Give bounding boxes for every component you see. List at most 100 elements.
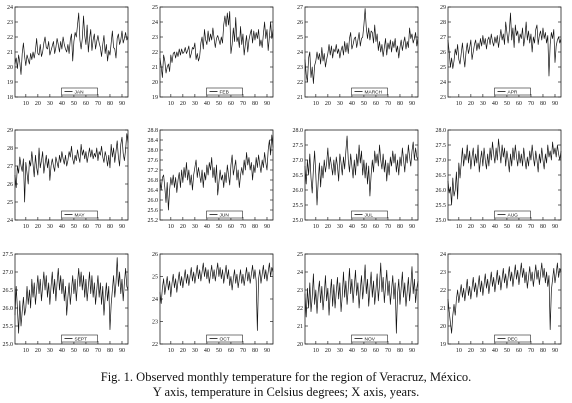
x-tick-label-sept: 10 xyxy=(23,348,29,354)
x-tick-label-jan: 80 xyxy=(107,101,113,107)
x-tick-label-apr: 90 xyxy=(552,101,558,107)
y-tick-label-jun: 27.6 xyxy=(148,158,159,164)
y-tick-label-jan: 23 xyxy=(7,20,13,26)
y-tick-label-may: 27 xyxy=(7,164,13,170)
y-tick-label-dec: 20 xyxy=(440,324,446,330)
legend-box-march xyxy=(351,87,388,96)
x-tick-label-oct: 30 xyxy=(192,348,198,354)
x-tick-label-apr: 20 xyxy=(468,101,474,107)
x-tick-label-aug: 80 xyxy=(540,224,546,230)
series-line-feb xyxy=(159,11,274,78)
chart-panel-dec: 19 20 21 22 23 24 10 20 30 40 50 60 70 80 90 DEC xyxy=(440,252,562,354)
series-line-jan xyxy=(14,12,129,75)
x-tick-label-may: 40 xyxy=(59,224,65,230)
y-tick-label-sept: 25.5 xyxy=(3,324,14,330)
x-tick-label-jan: 20 xyxy=(35,101,41,107)
chart-panel-feb: 19 20 21 22 23 24 25 10 20 30 40 50 60 70 80 90 FEB xyxy=(152,5,274,107)
x-tick-label-sept: 80 xyxy=(107,348,113,354)
series-line-nov xyxy=(304,262,419,334)
y-tick-label-march: 27 xyxy=(297,5,303,11)
x-tick-label-jan: 70 xyxy=(95,101,101,107)
x-tick-label-oct: 40 xyxy=(204,348,210,354)
y-tick-label-jul: 25.5 xyxy=(293,203,304,209)
x-tick-label-jan: 40 xyxy=(59,101,65,107)
y-tick-label-feb: 20 xyxy=(152,80,158,86)
series-line-jun xyxy=(159,134,274,211)
x-tick-label-sept: 20 xyxy=(35,348,41,354)
legend-box-jan xyxy=(61,87,98,96)
legend-box-sept xyxy=(61,334,98,343)
x-tick-label-apr: 40 xyxy=(492,101,498,107)
x-tick-label-jul: 70 xyxy=(385,224,391,230)
y-tick-label-jul: 27.0 xyxy=(293,158,304,164)
y-tick-label-jun: 25.6 xyxy=(148,208,159,214)
x-tick-label-jan: 60 xyxy=(83,101,89,107)
y-tick-label-aug: 27.0 xyxy=(436,158,447,164)
y-tick-label-nov: 20 xyxy=(297,342,303,348)
x-tick-label-jan: 50 xyxy=(71,101,77,107)
y-tick-label-aug: 26.0 xyxy=(436,188,447,194)
y-tick-label-jan: 20 xyxy=(7,65,13,71)
x-tick-label-jun: 80 xyxy=(252,224,258,230)
x-tick-label-jul: 90 xyxy=(409,224,415,230)
x-tick-label-nov: 70 xyxy=(385,348,391,354)
y-tick-label-may: 29 xyxy=(7,128,13,134)
x-tick-label-jun: 40 xyxy=(204,224,210,230)
x-tick-label-nov: 40 xyxy=(349,348,355,354)
x-tick-label-nov: 30 xyxy=(337,348,343,354)
x-tick-label-oct: 90 xyxy=(264,348,270,354)
x-tick-label-dec: 20 xyxy=(468,348,474,354)
y-tick-label-may: 26 xyxy=(7,182,13,188)
x-tick-label-feb: 60 xyxy=(228,101,234,107)
y-tick-label-nov: 21 xyxy=(297,324,303,330)
y-tick-label-feb: 21 xyxy=(152,65,158,71)
y-tick-label-march: 23 xyxy=(297,65,303,71)
y-tick-label-sept: 25.0 xyxy=(3,342,14,348)
x-tick-label-dec: 70 xyxy=(528,348,534,354)
x-tick-label-nov: 60 xyxy=(373,348,379,354)
y-tick-label-sept: 26.0 xyxy=(3,306,14,312)
x-tick-label-oct: 70 xyxy=(240,348,246,354)
y-tick-label-jun: 26.4 xyxy=(148,188,159,194)
y-tick-label-dec: 22 xyxy=(440,288,446,294)
x-tick-label-apr: 80 xyxy=(540,101,546,107)
x-tick-label-nov: 80 xyxy=(397,348,403,354)
x-tick-label-aug: 40 xyxy=(492,224,498,230)
x-tick-label-feb: 30 xyxy=(192,101,198,107)
x-tick-label-may: 90 xyxy=(119,224,125,230)
x-tick-label-jan: 30 xyxy=(47,101,53,107)
y-tick-label-feb: 23 xyxy=(152,35,158,41)
y-tick-label-jan: 24 xyxy=(7,5,13,11)
y-tick-label-march: 21 xyxy=(297,95,303,101)
legend-box-dec xyxy=(494,334,531,343)
x-tick-label-feb: 20 xyxy=(180,101,186,107)
y-tick-label-jun: 27.2 xyxy=(148,168,159,174)
x-tick-label-march: 80 xyxy=(397,101,403,107)
chart-panel-jun: 25.2 25.6 26.0 26.4 26.8 27.2 27.6 28.0 28.4 28.8… xyxy=(148,128,274,230)
legend-label-nov: NOV xyxy=(365,336,376,342)
y-tick-label-apr: 28 xyxy=(440,20,446,26)
x-tick-label-apr: 30 xyxy=(480,101,486,107)
x-tick-label-jul: 10 xyxy=(313,224,319,230)
x-tick-label-march: 10 xyxy=(313,101,319,107)
x-tick-label-dec: 10 xyxy=(456,348,462,354)
x-tick-label-may: 70 xyxy=(95,224,101,230)
x-tick-label-jul: 80 xyxy=(397,224,403,230)
x-tick-label-march: 90 xyxy=(409,101,415,107)
x-tick-label-march: 50 xyxy=(361,101,367,107)
y-tick-label-may: 24 xyxy=(7,218,13,224)
y-tick-label-feb: 25 xyxy=(152,5,158,11)
chart-panel-march: 21 22 23 24 25 26 27 10 20 30 40 50 60 70 80 90 MARCH xyxy=(297,5,419,107)
x-tick-label-dec: 80 xyxy=(540,348,546,354)
legend-box-apr xyxy=(494,87,531,96)
legend-box-oct xyxy=(206,334,243,343)
legend-label-dec: DEC xyxy=(508,336,519,342)
plot-frame-sept xyxy=(14,253,129,345)
x-tick-label-march: 20 xyxy=(325,101,331,107)
plot-frame-jul xyxy=(304,129,419,221)
x-tick-label-march: 40 xyxy=(349,101,355,107)
x-tick-label-dec: 50 xyxy=(504,348,510,354)
x-tick-label-aug: 70 xyxy=(528,224,534,230)
